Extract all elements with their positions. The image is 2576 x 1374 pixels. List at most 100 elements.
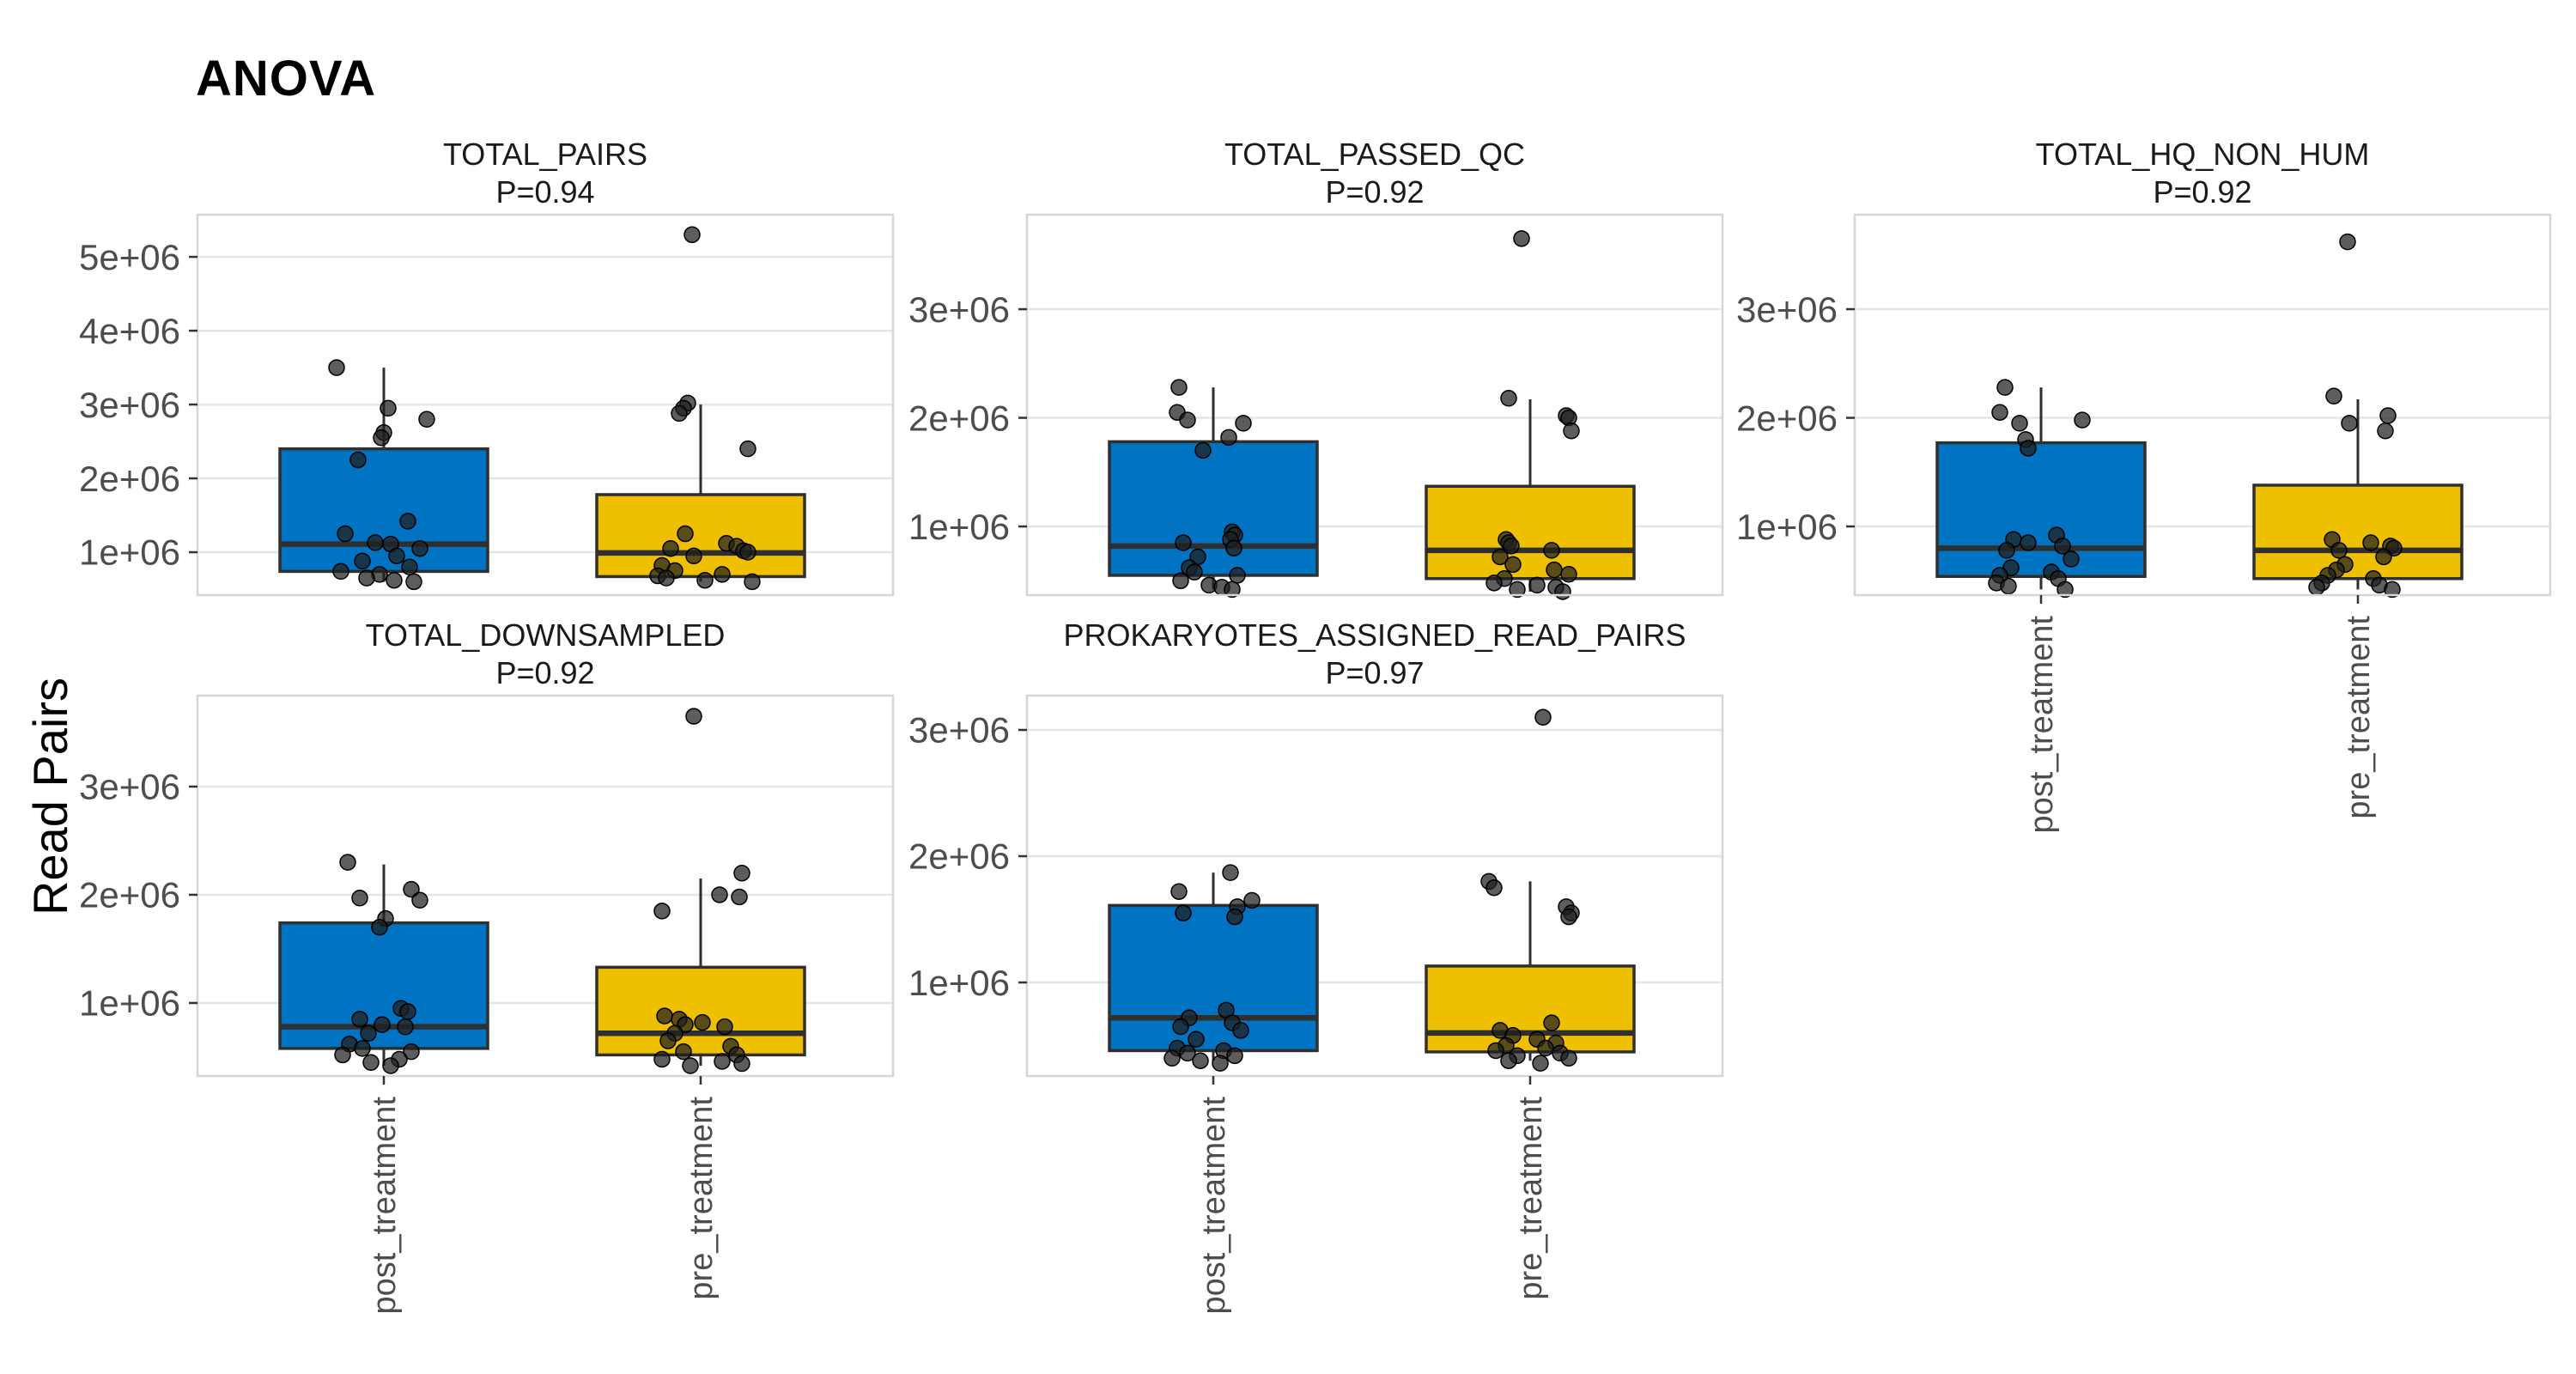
- jitter-point: [1500, 1052, 1517, 1069]
- jitter-point: [1546, 561, 1563, 579]
- jitter-point: [694, 1013, 711, 1031]
- y-tick-label: 2e+06: [79, 459, 180, 499]
- facet-title-block: TOTAL_PASSED_QC P=0.92: [1027, 136, 1722, 211]
- jitter-point: [399, 1003, 416, 1020]
- x-tick-label: post_treatment: [2024, 616, 2060, 834]
- jitter-point: [696, 571, 714, 589]
- jitter-point: [405, 573, 422, 591]
- jitter-point: [1485, 879, 1503, 897]
- jitter-point: [714, 1053, 731, 1070]
- jitter-point: [662, 539, 679, 557]
- jitter-point: [349, 451, 367, 469]
- jitter-point: [2362, 534, 2379, 551]
- y-tick-label: 2e+06: [1736, 398, 1838, 438]
- jitter-point: [653, 903, 671, 920]
- jitter-point: [401, 558, 418, 575]
- jitter-point: [351, 1011, 368, 1028]
- figure-title: ANOVA: [196, 51, 377, 106]
- jitter-point: [386, 571, 403, 589]
- facet-panel-TOTAL_PAIRS: 1e+06 2e+06 3e+06 4e+06 5e+06: [79, 213, 895, 597]
- y-tick-label: 3e+06: [79, 385, 180, 425]
- jitter-point: [399, 513, 416, 530]
- y-tick-label: 3e+06: [908, 710, 1010, 751]
- y-tick-label: 3e+06: [1736, 289, 1838, 330]
- jitter-point: [2308, 579, 2325, 596]
- jitter-point: [362, 1054, 380, 1072]
- jitter-point: [1194, 441, 1212, 459]
- jitter-point: [1192, 1052, 1209, 1069]
- jitter-point: [1225, 539, 1242, 557]
- facet-title-block: TOTAL_PAIRS P=0.94: [197, 136, 893, 211]
- jitter-point: [683, 226, 701, 244]
- facet-title-block: PROKARYOTES_ASSIGNED_READ_PAIRS P=0.97: [1027, 617, 1722, 692]
- jitter-point: [1235, 415, 1252, 432]
- jitter-point: [714, 566, 731, 583]
- box-post_treatment: [1935, 441, 2147, 578]
- jitter-point: [332, 562, 349, 581]
- jitter-point: [382, 1057, 399, 1074]
- jitter-point: [1170, 379, 1188, 396]
- jitter-point: [354, 1040, 371, 1057]
- jitter-point: [2341, 415, 2358, 432]
- x-tick-label: pre_treatment: [2341, 616, 2377, 819]
- jitter-point: [1163, 1049, 1181, 1067]
- facet-title: TOTAL_DOWNSAMPLED: [365, 617, 726, 653]
- facet-pvalue: P=0.97: [1325, 655, 1425, 690]
- facet-panel-PROKARYOTES_ASSIGNED_READ_PAIRS: 1e+06 2e+06 3e+06 post_treatment pre_treatme…: [908, 694, 1724, 1314]
- facet-pvalue: P=0.92: [1325, 174, 1425, 210]
- jitter-point: [2330, 542, 2348, 559]
- jitter-point: [731, 888, 748, 906]
- facet-title: TOTAL_PASSED_QC: [1224, 137, 1526, 172]
- facet-pvalue: P=0.94: [495, 174, 595, 210]
- panel-border: [1025, 694, 1724, 1078]
- jitter-point: [1179, 1044, 1196, 1062]
- facet-title: TOTAL_PAIRS: [442, 137, 648, 172]
- y-tick-label: 5e+06: [79, 237, 180, 277]
- box-pre_treatment: [595, 965, 806, 1057]
- jitter-point: [380, 399, 397, 417]
- jitter-point: [2375, 548, 2392, 566]
- jitter-point: [1222, 864, 1239, 881]
- jitter-point: [2054, 538, 2071, 555]
- jitter-point: [1179, 411, 1196, 429]
- jitter-point: [367, 534, 384, 551]
- jitter-point: [1509, 581, 1526, 599]
- jitter-point: [1212, 1055, 1229, 1072]
- jitter-point: [1560, 565, 1577, 583]
- jitter-point: [675, 1043, 692, 1061]
- jitter-point: [2000, 577, 2017, 595]
- box-post_treatment: [1108, 903, 1319, 1053]
- jitter-point: [658, 569, 675, 587]
- jitter-point: [1232, 1022, 1249, 1039]
- jitter-point: [1560, 908, 1577, 926]
- box-post_treatment: [278, 447, 489, 574]
- jitter-point: [1554, 583, 1571, 600]
- box-post_treatment: [1108, 440, 1319, 577]
- jitter-point: [388, 547, 405, 565]
- jitter-point: [1229, 567, 1246, 584]
- jitter-point: [2020, 440, 2037, 457]
- jitter-point: [1504, 556, 1522, 574]
- jitter-point: [337, 525, 354, 543]
- jitter-point: [1996, 379, 2014, 396]
- jitter-point: [659, 1032, 677, 1049]
- jitter-point: [1534, 708, 1552, 727]
- y-tick-label: 2e+06: [79, 875, 180, 915]
- jitter-point: [1537, 1039, 1554, 1057]
- jitter-point: [2057, 581, 2074, 599]
- jitter-point: [1492, 548, 1509, 566]
- jitter-point: [397, 1018, 414, 1036]
- box-pre_treatment: [2252, 483, 2464, 581]
- jitter-point: [1226, 908, 1243, 926]
- jitter-point: [1485, 575, 1503, 592]
- y-tick-label: 1e+06: [908, 963, 1010, 1003]
- y-tick-label: 3e+06: [908, 289, 1010, 330]
- jitter-point: [685, 547, 702, 565]
- jitter-point: [360, 1024, 377, 1042]
- jitter-point: [1186, 563, 1203, 581]
- jitter-point: [2379, 407, 2397, 424]
- panel-border: [1025, 213, 1724, 597]
- jitter-point: [411, 891, 428, 909]
- y-tick-label: 1e+06: [908, 507, 1010, 547]
- jitter-point: [351, 889, 368, 907]
